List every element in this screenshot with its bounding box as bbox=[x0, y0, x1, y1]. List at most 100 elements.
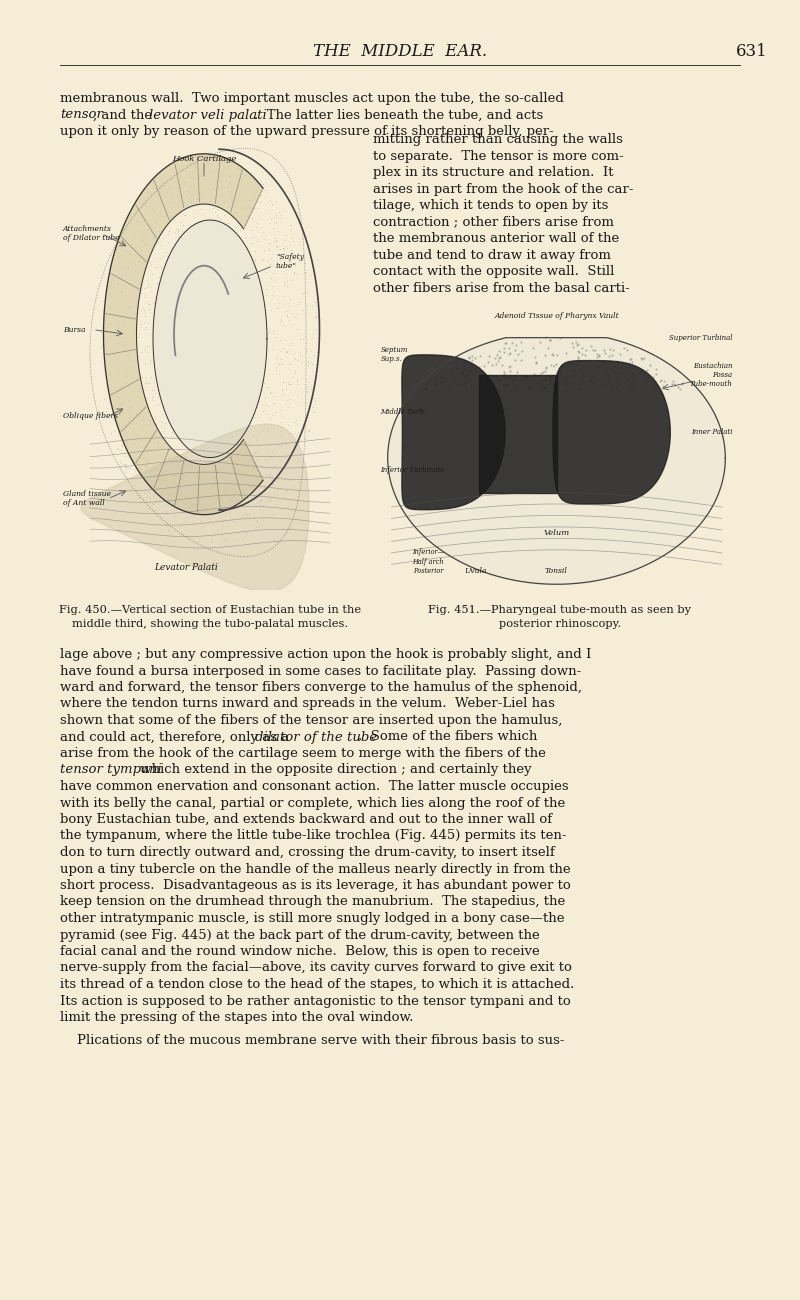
Point bbox=[297, 242, 310, 263]
Point bbox=[189, 233, 202, 254]
Point bbox=[122, 343, 134, 364]
Point bbox=[540, 358, 553, 378]
Point bbox=[236, 303, 249, 324]
Point bbox=[507, 370, 520, 391]
Point bbox=[202, 477, 215, 498]
Point bbox=[194, 165, 206, 186]
Point bbox=[199, 464, 212, 485]
Point bbox=[176, 221, 189, 242]
Point bbox=[175, 338, 188, 359]
Point bbox=[282, 359, 295, 380]
Point bbox=[211, 391, 224, 412]
Point bbox=[142, 372, 155, 393]
Point bbox=[474, 344, 486, 365]
Point bbox=[218, 276, 231, 296]
Point bbox=[169, 355, 182, 376]
Point bbox=[141, 273, 154, 294]
Point bbox=[602, 368, 614, 389]
Point bbox=[132, 407, 145, 428]
Point bbox=[221, 302, 234, 322]
Point bbox=[188, 224, 201, 244]
Point bbox=[638, 368, 650, 389]
Point bbox=[215, 519, 228, 540]
Point bbox=[181, 355, 194, 376]
Point bbox=[429, 374, 442, 395]
Point bbox=[107, 273, 120, 294]
Point bbox=[110, 382, 123, 403]
Point bbox=[277, 372, 290, 393]
Point bbox=[275, 348, 288, 369]
Point bbox=[154, 286, 166, 307]
Point bbox=[578, 344, 591, 365]
Point bbox=[577, 364, 590, 385]
Point bbox=[208, 352, 221, 373]
Point bbox=[252, 342, 265, 363]
Point bbox=[289, 303, 302, 324]
Point bbox=[166, 242, 179, 263]
Point bbox=[609, 361, 622, 382]
Point bbox=[503, 367, 516, 387]
Point bbox=[166, 263, 178, 283]
Point bbox=[573, 372, 586, 393]
Point bbox=[266, 442, 278, 463]
Point bbox=[195, 248, 208, 269]
Point bbox=[646, 367, 659, 387]
Point bbox=[226, 477, 238, 498]
Point bbox=[222, 500, 235, 521]
Point bbox=[234, 451, 247, 472]
Point bbox=[186, 478, 199, 499]
Point bbox=[230, 248, 243, 269]
Point bbox=[672, 377, 685, 398]
Point bbox=[103, 299, 116, 320]
Point bbox=[283, 354, 296, 374]
Point bbox=[160, 351, 173, 372]
Point bbox=[202, 242, 214, 263]
Point bbox=[154, 182, 167, 203]
Text: Uvula: Uvula bbox=[465, 567, 487, 575]
Point bbox=[224, 416, 237, 437]
Point bbox=[116, 276, 129, 296]
Point bbox=[207, 355, 220, 376]
Point bbox=[530, 352, 542, 373]
Point bbox=[185, 495, 198, 516]
Point bbox=[161, 224, 174, 244]
Point bbox=[270, 191, 282, 212]
Point bbox=[158, 420, 170, 441]
Point bbox=[181, 368, 194, 389]
Point bbox=[212, 300, 225, 321]
Point bbox=[469, 376, 482, 396]
Point bbox=[499, 333, 512, 354]
Point bbox=[649, 370, 662, 391]
Point bbox=[236, 256, 249, 277]
Point bbox=[170, 318, 182, 339]
Point bbox=[266, 486, 279, 507]
Point bbox=[181, 321, 194, 342]
Point bbox=[251, 448, 264, 469]
Point bbox=[142, 294, 154, 315]
Point bbox=[217, 231, 230, 252]
Point bbox=[481, 365, 494, 386]
Point bbox=[167, 499, 180, 520]
Point bbox=[154, 391, 167, 412]
Point bbox=[285, 430, 298, 451]
Point bbox=[137, 406, 150, 426]
Point bbox=[127, 308, 140, 329]
Point bbox=[162, 520, 174, 541]
Point bbox=[172, 455, 185, 476]
Text: Adenoid Tissue of Pharynx Vault: Adenoid Tissue of Pharynx Vault bbox=[494, 312, 619, 320]
Point bbox=[186, 528, 199, 549]
Point bbox=[251, 361, 264, 382]
Text: limit the pressing of the stapes into the oval window.: limit the pressing of the stapes into th… bbox=[60, 1011, 414, 1024]
Point bbox=[249, 368, 262, 389]
Point bbox=[122, 390, 134, 411]
Point bbox=[156, 376, 169, 396]
Point bbox=[172, 306, 185, 326]
Point bbox=[504, 343, 517, 364]
Point bbox=[165, 421, 178, 442]
Point bbox=[310, 318, 322, 339]
Point bbox=[266, 285, 278, 306]
Point bbox=[178, 452, 191, 473]
Point bbox=[158, 334, 170, 355]
Point bbox=[220, 246, 233, 266]
Point bbox=[212, 247, 225, 268]
